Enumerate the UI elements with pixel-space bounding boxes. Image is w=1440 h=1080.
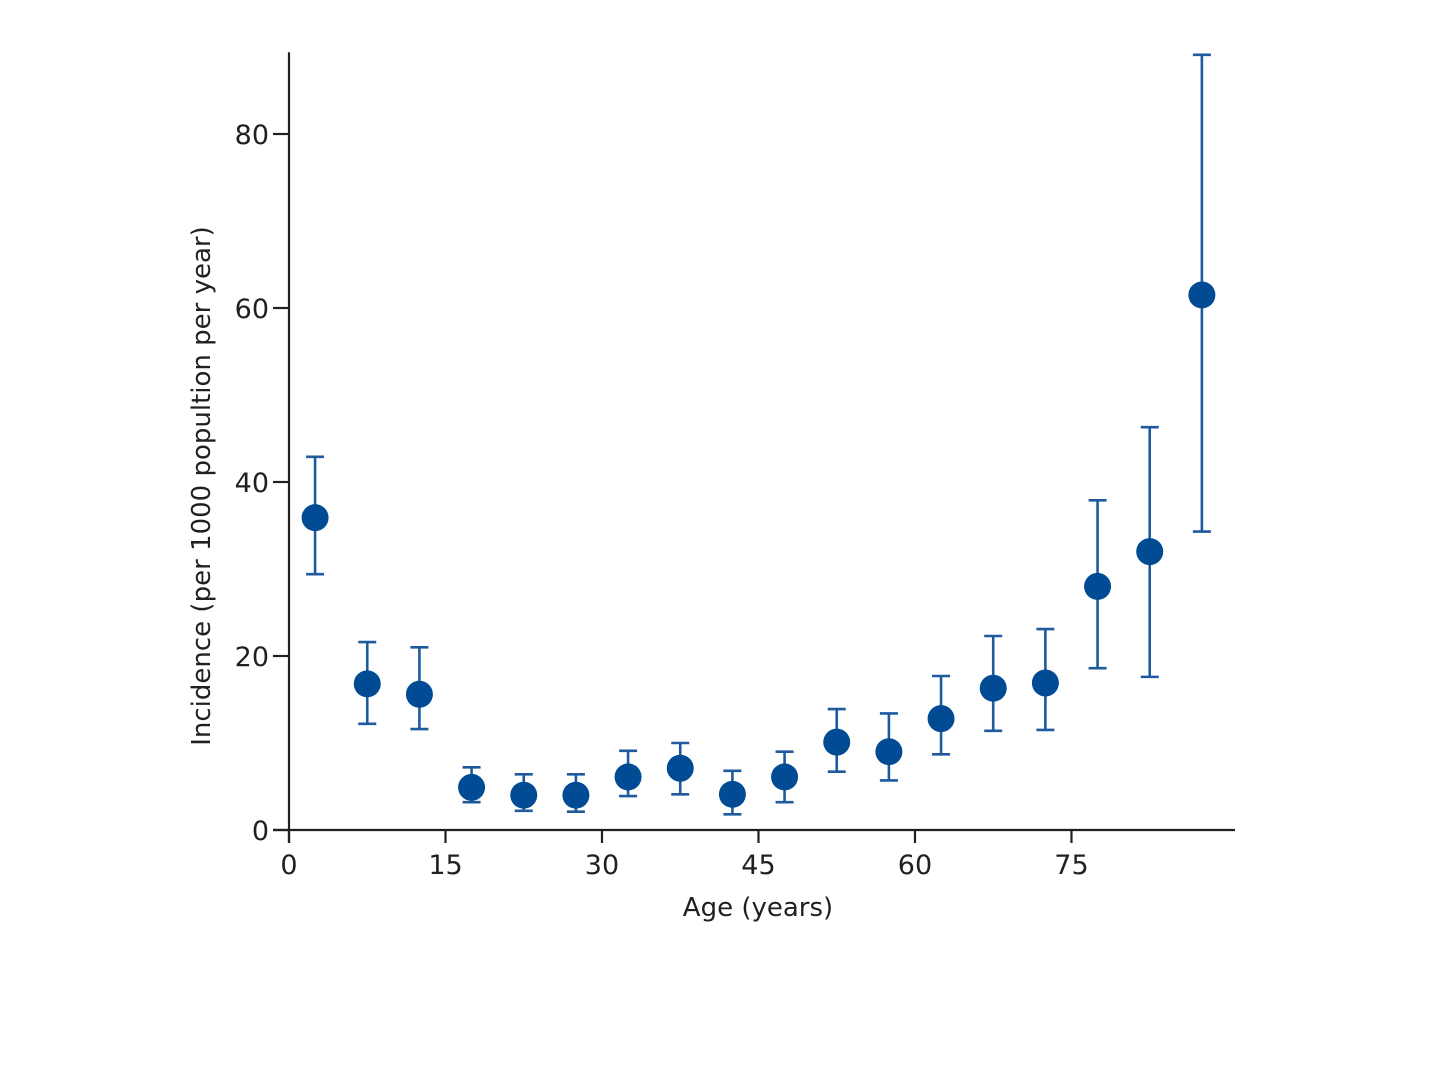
data-point: [1136, 538, 1164, 566]
x-ticks: 0 15 30 45 60 75: [280, 830, 1089, 881]
y-tick-label: 80: [235, 120, 269, 151]
data-point-group: [771, 750, 799, 804]
data-point-group: [510, 773, 538, 813]
data-point-group: [823, 707, 851, 774]
y-axis-title: Incidence (per 1000 popultion per year): [187, 226, 217, 746]
data-point: [614, 763, 642, 791]
data-point-group: [875, 712, 903, 782]
data-point: [562, 781, 590, 809]
axes: [273, 52, 1235, 843]
data-point-group: [353, 640, 381, 726]
data-point: [718, 780, 746, 808]
data-point: [510, 781, 538, 809]
data-point: [927, 705, 955, 733]
x-tick-label: 0: [280, 850, 297, 881]
data-point: [979, 674, 1007, 702]
y-tick-label: 0: [252, 816, 269, 847]
data-point: [666, 754, 694, 782]
data-point-group: [718, 769, 746, 816]
data-point-group: [458, 766, 486, 804]
data-point-group: [301, 455, 329, 576]
data-point-group: [405, 645, 433, 731]
data-point-group: [1031, 627, 1059, 732]
data-point-group: [979, 634, 1007, 733]
data-point: [353, 670, 381, 698]
data-point: [1084, 572, 1112, 600]
data-point-group: [614, 749, 642, 798]
x-tick-label: 30: [585, 850, 619, 881]
data-point: [405, 680, 433, 708]
data-point: [1188, 281, 1216, 309]
data-point-group: [1084, 498, 1112, 670]
x-tick-label: 60: [898, 850, 932, 881]
data-point: [823, 728, 851, 756]
data-point-group: [666, 741, 694, 796]
y-tick-label: 60: [235, 294, 269, 325]
y-tick-label: 20: [235, 642, 269, 673]
x-tick-label: 45: [741, 850, 775, 881]
y-tick-label: 40: [235, 468, 269, 499]
data-point-group: [1188, 53, 1216, 533]
x-tick-label: 15: [428, 850, 462, 881]
data-point: [771, 763, 799, 791]
data-point: [1031, 669, 1059, 697]
data-points: [301, 53, 1216, 816]
data-point-group: [927, 674, 955, 756]
x-tick-label: 75: [1054, 850, 1088, 881]
x-axis-title: Age (years): [683, 893, 833, 923]
data-point: [875, 738, 903, 766]
y-ticks: 0 20 40 60 80: [235, 120, 289, 847]
data-point-group: [1136, 425, 1164, 679]
data-point: [301, 504, 329, 532]
data-point-group: [562, 773, 590, 814]
data-point: [458, 773, 486, 801]
